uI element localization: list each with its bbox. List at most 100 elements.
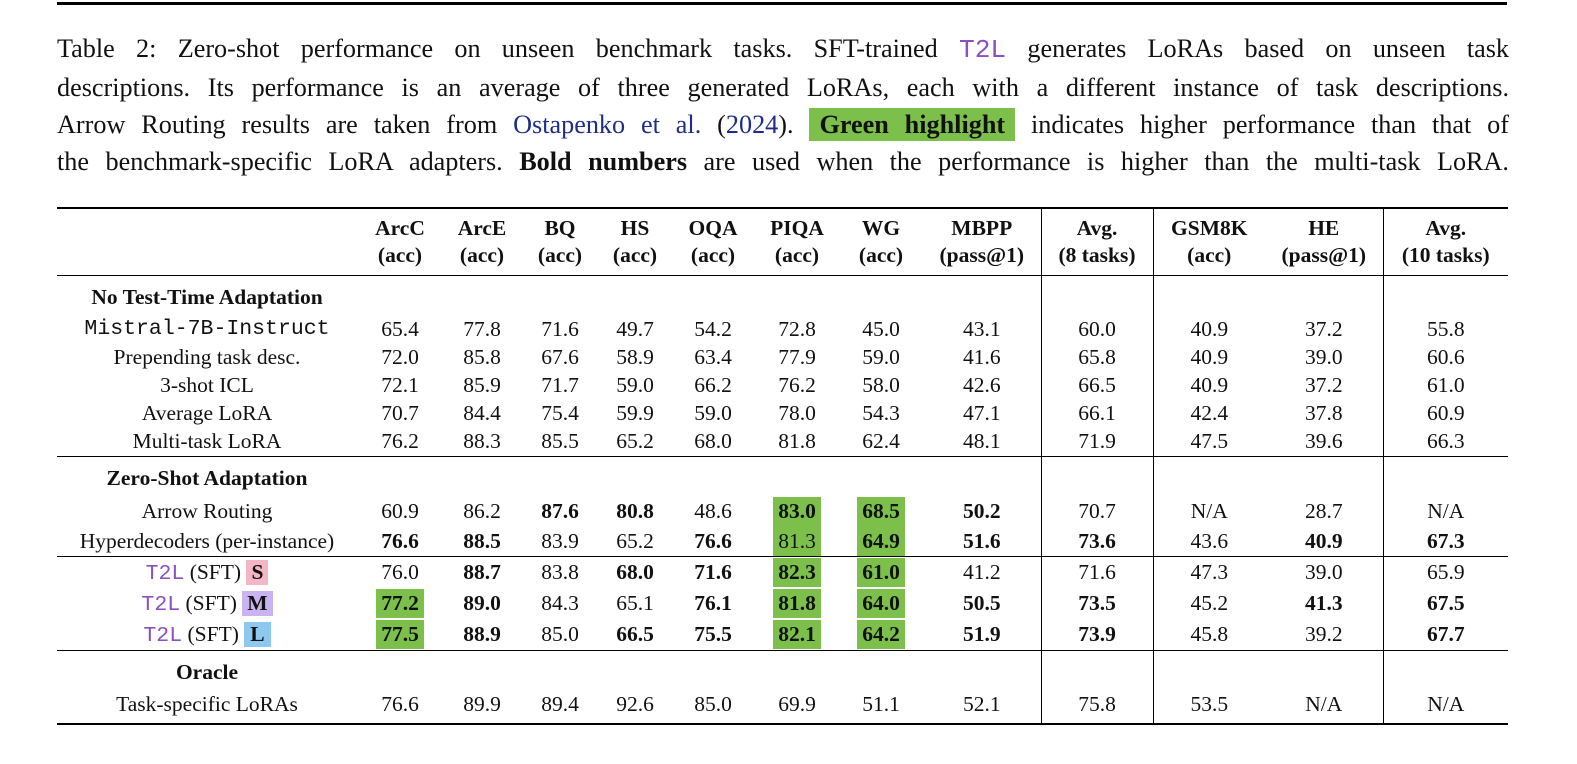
cell-value: 47.3 [1190,559,1229,584]
row-label: Mistral-7B-Instruct [84,317,330,342]
column-header: Avg. (8 tasks) [1040,208,1153,276]
table-cell: 40.9 [1152,372,1265,400]
table-cell: 66.1 [1040,400,1153,428]
table-row: T2L (SFT) S 76.0 88.7 83.8 68.0 71.6 82.3 61.0 4… [57,556,1508,588]
table-cell: 48.6 [671,497,755,527]
table-cell: 71.9 [1040,428,1153,457]
table-cell: 75.4 [521,400,599,428]
column-metric: (acc) [377,243,423,267]
table-cell: 85.9 [443,372,521,400]
cell-value: 67.6 [541,345,579,370]
model-size-badge: M [242,590,273,617]
table-cell: 58.9 [599,344,671,372]
table-cell: 85.5 [521,428,599,457]
cell-value: 85.0 [694,692,732,717]
table-cell: 65.2 [599,527,671,557]
cell-value: 39.6 [1304,429,1343,454]
cell-value: 81.8 [773,588,821,619]
results-table: ArcC (acc) ArcE (acc) BQ (acc) HS (acc) OQA (acc)… [57,207,1508,725]
cell-value: 72.1 [381,373,419,398]
cell-value: 45.0 [862,317,900,342]
cell-value: 84.3 [541,590,579,615]
empty-cell [671,650,755,691]
table-cell: 85.8 [443,344,521,372]
column-header: HE (pass@1) [1265,208,1383,276]
column-header: PIQA (acc) [755,208,839,276]
cell-value: 88.5 [463,528,501,553]
cell-value: 37.2 [1304,373,1343,398]
table-cell: 73.9 [1040,619,1153,651]
cell-value: 47.5 [1190,429,1229,454]
table-cell: 86.2 [443,497,521,527]
table-cell: 40.9 [1265,527,1383,557]
cell-value: 89.9 [463,692,501,717]
empty-cell [671,456,755,497]
caption-label: Table 2: [57,34,157,63]
cell-value: 62.4 [862,429,900,454]
column-name: HS [620,216,650,240]
caption-line-3: Arrow Routing results are taken from Ost… [57,106,1509,143]
table-cell: 64.0 [839,588,923,619]
table-cell: 72.1 [357,372,443,400]
table-cell: 81.8 [755,588,839,619]
cell-value: 49.7 [616,317,654,342]
cell-value: 83.9 [541,528,579,553]
table-cell: 51.1 [839,691,923,725]
cell-value: 65.2 [616,528,654,553]
table-cell: 45.2 [1152,588,1265,619]
cell-value: 39.0 [1304,559,1343,584]
empty-cell [839,276,923,317]
cell-value: 85.8 [463,345,501,370]
table-cell: 88.7 [443,556,521,588]
table-cell: 41.2 [923,556,1041,588]
empty-cell [923,456,1041,497]
caption-text: ). [778,110,794,139]
cell-value: 69.9 [778,692,816,717]
cell-value: 70.7 [1078,499,1116,523]
table-cell: 66.5 [599,619,671,651]
row-label: Task-specific LoRAs [57,691,357,725]
table-cell: 53.5 [1152,691,1265,725]
column-metric: (acc) [774,243,820,267]
cell-value: 89.0 [463,590,501,615]
empty-cell [1040,456,1153,497]
cell-value: 83.0 [773,497,821,527]
table-cell: 85.0 [671,691,755,725]
table-cell: 45.8 [1152,619,1265,651]
column-name: OQA [688,216,738,240]
green-highlight-legend: Green highlight [809,108,1016,141]
table-cell: 54.3 [839,400,923,428]
cell-value: 55.8 [1426,317,1465,342]
table-row: Hyperdecoders (per-instance) 76.6 88.5 83.9… [57,526,1508,557]
empty-cell [1265,456,1383,497]
column-header: OQA (acc) [671,208,755,276]
cell-value: 60.9 [1426,401,1465,426]
table-cell: 68.0 [671,428,755,457]
table-cell: 65.8 [1040,344,1153,372]
column-name: Avg. [1425,216,1467,240]
table-cell: 51.6 [923,527,1041,557]
table-cell: 66.5 [1040,372,1153,400]
table-cell: 67.7 [1382,619,1508,651]
cell-value: 60.6 [1426,345,1465,370]
empty-cell [357,456,443,497]
cell-value: 40.9 [1190,317,1229,342]
empty-cell [599,276,671,317]
table-cell: 65.4 [357,316,443,344]
table-cell: 63.4 [671,344,755,372]
cell-value: 41.6 [962,345,1001,370]
table-row: Mistral-7B-Instruct 65.4 77.8 71.6 49.7 54.2 7… [57,316,1508,344]
table-cell: 39.6 [1265,428,1383,457]
table-cell: 81.8 [755,428,839,457]
table-row: Task-specific LoRAs 76.6 89.9 89.4 92.6 85.0 6… [57,691,1508,725]
caption-text: ( [701,110,726,139]
table-cell: 60.6 [1382,344,1508,372]
citation-link[interactable]: Ostapenko et al. [513,110,702,139]
table-cell: 37.8 [1265,400,1383,428]
cell-value: 83.8 [541,559,579,584]
cell-value: N/A [1190,499,1228,523]
table-cell: 43.1 [923,316,1041,344]
cell-value: 85.9 [463,373,501,398]
table-cell: 67.6 [521,344,599,372]
citation-year-link[interactable]: 2024 [725,110,779,139]
